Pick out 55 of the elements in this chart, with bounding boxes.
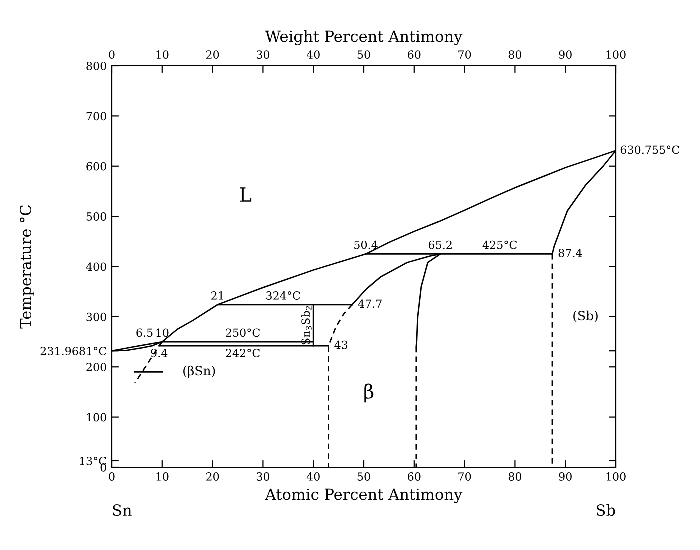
x-tick-label: 10 [156, 472, 169, 481]
annotation: 87.4 [558, 249, 582, 258]
x2-tick-label: 90 [559, 50, 572, 59]
annotation: 324°C [266, 292, 300, 300]
x2-tick-label: 20 [206, 50, 220, 59]
y-tick-label: 100 [87, 413, 106, 422]
annotation: 425°C [482, 240, 518, 250]
x2-axis-title: Weight Percent Antimony [265, 30, 463, 46]
x2-tick-label: 80 [508, 50, 522, 59]
x-axis-title: Atomic Percent Antimony [265, 488, 463, 504]
annotation: 21 [212, 292, 224, 300]
annotation: 10 [156, 328, 169, 338]
annotation: (Sb) [574, 310, 598, 322]
annotation: 50.4 [354, 240, 378, 250]
annotation: 47.7 [358, 300, 382, 308]
x-tick-label: 50 [358, 472, 370, 481]
y-tick-label: 300 [86, 312, 106, 322]
x2-tick-label: 70 [458, 50, 472, 59]
annotation: 65.2 [428, 240, 452, 250]
x-tick-label: 60 [408, 472, 421, 481]
annotation: (βSn) [184, 366, 216, 378]
annotation: 43 [334, 340, 348, 350]
x-tick-label: 0 [109, 472, 115, 481]
y-tick-label: 600 [86, 162, 106, 171]
y-tick-label: 700 [86, 112, 106, 121]
y-tick-label: 200 [86, 363, 106, 372]
x2-tick-label: 100 [606, 50, 626, 59]
x-tick-label: 90 [559, 472, 572, 481]
annotation: 6.5 [136, 328, 153, 338]
y-tick-label: 0 [100, 463, 106, 472]
y-tick-label: 400 [86, 262, 106, 272]
x-tick-label: 40 [306, 472, 320, 481]
annotation: 250°C [226, 328, 260, 338]
x2-tick-label: 0 [109, 50, 115, 59]
x-tick-label: 30 [256, 472, 270, 481]
x2-tick-label: 50 [358, 50, 370, 59]
annotation: L [240, 188, 252, 202]
x-tick-label: 70 [458, 472, 472, 481]
x2-tick-label: 40 [306, 50, 320, 59]
text: Sb [597, 504, 616, 516]
y-axis-title: Temperature °C [20, 206, 35, 329]
x2-tick-label: 10 [156, 50, 169, 59]
x-tick-label: 80 [508, 472, 522, 481]
x-tick-label: 100 [606, 472, 626, 481]
y-tick-label: 13°C [80, 456, 106, 466]
y-tick-label: 500 [86, 212, 106, 221]
annotation: β [364, 384, 374, 403]
y-tick-label: 231.9681°C [40, 347, 106, 356]
x-tick-label: 20 [206, 472, 220, 481]
annotation: 630.755°C [620, 146, 680, 154]
x2-tick-label: 30 [256, 50, 270, 59]
y-tick-label: 800 [86, 62, 106, 70]
annotation: 242°C [226, 349, 260, 358]
text: Sn [113, 504, 132, 516]
x2-tick-label: 60 [408, 50, 421, 59]
